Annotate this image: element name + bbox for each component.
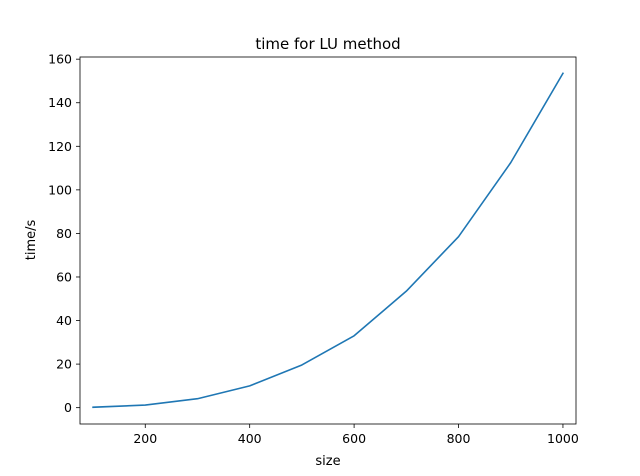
x-tick-label: 800	[447, 431, 471, 446]
y-tick-label: 20	[56, 357, 72, 372]
x-tick-label: 200	[133, 431, 157, 446]
series-line	[92, 72, 565, 409]
axes-frame	[79, 56, 577, 425]
y-tick-label: 0	[64, 400, 72, 415]
y-tick-label: 140	[48, 95, 72, 110]
y-axis-label: time/s	[24, 220, 39, 261]
x-tick-label: 400	[238, 431, 262, 446]
x-axis-label: size	[315, 454, 340, 469]
plot-area: 200 400 600 800 1000 0 20 40 60 80 100 120 140 160	[48, 52, 579, 446]
chart-title: time for LU method	[255, 35, 400, 53]
x-tick-label: 1000	[547, 431, 579, 446]
y-tick-label: 160	[48, 52, 72, 67]
y-tick-label: 60	[56, 269, 72, 284]
y-tick-label: 40	[56, 313, 72, 328]
y-tick-label: 100	[48, 182, 72, 197]
x-tick-label: 600	[342, 431, 366, 446]
y-tick-label: 120	[48, 139, 72, 154]
y-tick-label: 80	[56, 226, 72, 241]
